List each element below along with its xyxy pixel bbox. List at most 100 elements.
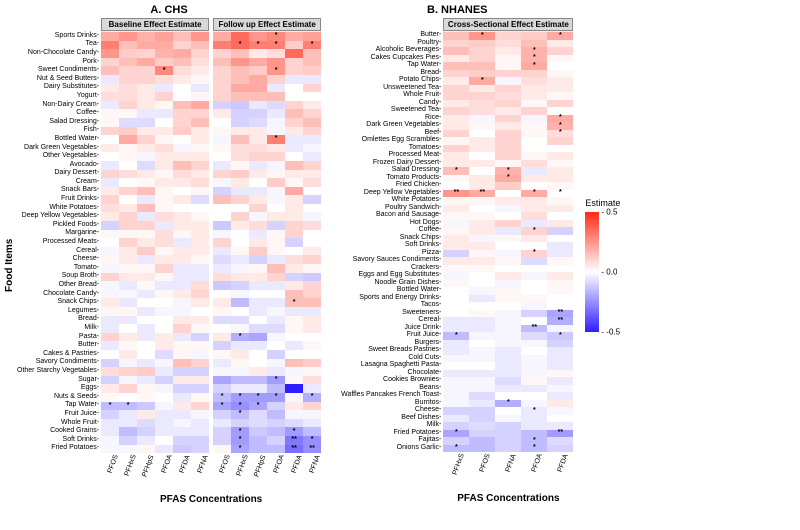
heatmap-cell	[231, 384, 249, 393]
heatmap-cell	[303, 350, 321, 359]
heatmap-cell	[137, 41, 155, 50]
heatmap-cell	[119, 298, 137, 307]
heatmap-cell	[155, 127, 173, 136]
heatmap-cell	[101, 118, 119, 127]
legend-title: Estimate	[585, 198, 620, 208]
heatmap-cell	[191, 333, 209, 342]
heatmap-cell	[155, 290, 173, 299]
heatmap-cell: *	[231, 436, 249, 445]
heatmap-cell	[547, 265, 573, 273]
heatmap-cell	[155, 161, 173, 170]
heatmap-cell	[231, 376, 249, 385]
heatmap-cell	[267, 101, 285, 110]
heatmap-cell	[521, 130, 547, 138]
heatmap-cell	[119, 350, 137, 359]
heatmap-cell	[137, 230, 155, 239]
y-label: Juice Drink	[341, 324, 443, 332]
heatmap-cell	[137, 290, 155, 299]
heatmap-cell	[119, 92, 137, 101]
y-label: Dairy Dessert	[17, 169, 101, 178]
heatmap-cell: *	[495, 167, 521, 175]
heatmap-cell	[469, 422, 495, 430]
y-label: Fajitas	[341, 436, 443, 444]
heatmap-cell	[191, 359, 209, 368]
heatmap-cell	[469, 47, 495, 55]
heatmap-cell	[469, 62, 495, 70]
heatmap-cell	[119, 84, 137, 93]
heatmap-cell	[137, 118, 155, 127]
heatmap-cell	[443, 197, 469, 205]
heatmap-cell	[303, 152, 321, 161]
heatmap-cell	[231, 316, 249, 325]
y-label: Pasta	[17, 332, 101, 341]
heatmap-cell	[285, 290, 303, 299]
heatmap-cell	[249, 264, 267, 273]
heatmap-cell	[285, 376, 303, 385]
heatmap-cell	[303, 247, 321, 256]
heatmap-cell	[267, 161, 285, 170]
heatmap-cell	[443, 205, 469, 213]
y-label: Omlettes Egg Scrambles	[341, 136, 443, 144]
heatmap-cell	[191, 92, 209, 101]
heatmap-cell	[547, 272, 573, 280]
heatmap-cell	[231, 367, 249, 376]
heatmap-cell	[249, 109, 267, 118]
y-label: Salad Dressing	[341, 166, 443, 174]
heatmap-cell	[443, 437, 469, 445]
heatmap-cell	[191, 32, 209, 41]
heatmap-cell	[495, 70, 521, 78]
heatmap-cell	[173, 290, 191, 299]
heatmap-cell	[191, 221, 209, 230]
heatmap-cell	[547, 355, 573, 363]
heatmap-cell: *	[267, 32, 285, 41]
heatmap-cell	[469, 400, 495, 408]
heatmap-cell	[521, 70, 547, 78]
heatmap-cell	[249, 298, 267, 307]
heatmap-cell	[213, 118, 231, 127]
heatmap-cell	[521, 362, 547, 370]
heatmap-cell	[119, 101, 137, 110]
heatmap-cell	[521, 415, 547, 423]
heatmap-cell	[101, 161, 119, 170]
heatmap-cell	[137, 212, 155, 221]
heatmap-cell	[267, 316, 285, 325]
heatmap-cell	[155, 109, 173, 118]
heatmap-cell	[191, 247, 209, 256]
significance-marker: *	[311, 436, 314, 443]
heatmap-cell: *	[521, 55, 547, 63]
heatmap-cell	[231, 204, 249, 213]
heatmap-cell	[137, 402, 155, 411]
heatmap-cell	[443, 400, 469, 408]
heatmap-cell	[303, 290, 321, 299]
heatmap-cell	[267, 212, 285, 221]
subpanel-nhanes: Cross-Sectional Effect Estimate ********…	[443, 18, 573, 491]
heatmap-cell	[267, 75, 285, 84]
heatmap-cell	[495, 227, 521, 235]
heatmap-cell: *	[547, 122, 573, 130]
heatmap-cell	[173, 178, 191, 187]
heatmap-cell	[137, 307, 155, 316]
y-label: Tomato	[17, 263, 101, 272]
heatmap-cell	[119, 195, 137, 204]
heatmap-cell	[469, 430, 495, 438]
heatmap-cell	[101, 178, 119, 187]
heatmap-cell	[231, 221, 249, 230]
heatmap-cell	[137, 127, 155, 136]
heatmap-cell	[285, 152, 303, 161]
heatmap-cell	[521, 317, 547, 325]
significance-marker: **	[291, 436, 296, 443]
significance-marker: *	[507, 167, 510, 174]
significance-marker: *	[109, 402, 112, 409]
heatmap-baseline: ***	[101, 31, 209, 453]
heatmap-cell	[173, 41, 191, 50]
heatmap-cell	[249, 84, 267, 93]
heatmap-cell	[155, 58, 173, 67]
heatmap-cell	[213, 359, 231, 368]
heatmap-cell	[285, 247, 303, 256]
y-label: Soup Broth	[17, 272, 101, 281]
heatmap-cell: *	[249, 402, 267, 411]
heatmap-cell	[119, 161, 137, 170]
heatmap-cell	[495, 430, 521, 438]
heatmap-cell	[495, 302, 521, 310]
heatmap-cell	[267, 49, 285, 58]
